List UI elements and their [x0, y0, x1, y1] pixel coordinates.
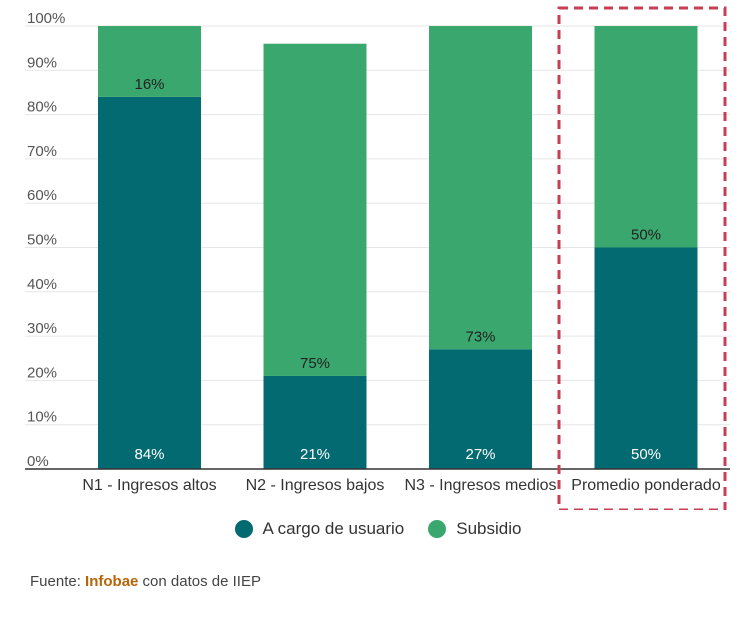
x-category-label: N2 - Ingresos bajos: [246, 477, 385, 494]
y-tick-label: 0%: [27, 453, 49, 470]
bar-segment[interactable]: [263, 375, 367, 469]
x-category-label: N1 - Ingresos altos: [82, 477, 216, 494]
bar-segment[interactable]: [98, 26, 201, 97]
legend-label-subsidio: Subsidio: [456, 519, 522, 538]
y-tick-label: 30%: [27, 320, 57, 337]
data-label: 27%: [465, 446, 495, 463]
source-brand: Infobae: [85, 573, 139, 590]
y-tick-label: 10%: [27, 409, 57, 426]
data-label: 21%: [300, 446, 330, 463]
bar-segment[interactable]: [263, 43, 367, 376]
bar-segment[interactable]: [594, 26, 698, 248]
x-category-label: N3 - Ingresos medios: [404, 477, 556, 494]
legend-marker-subsidio: [428, 520, 447, 538]
data-label: 75%: [300, 355, 330, 372]
y-tick-label: 20%: [27, 364, 57, 381]
data-label: 50%: [631, 446, 661, 463]
source-note: Fuente: Infobae con datos de IIEP: [30, 573, 261, 590]
y-axis-tick-labels: 0% 10% 20% 30% 40% 50% 60% 70% 80% 90% 100%: [27, 10, 65, 470]
bar-segment[interactable]: [429, 349, 532, 469]
legend: A cargo de usuario Subsidio: [0, 519, 756, 539]
y-tick-label: 90%: [27, 54, 57, 71]
data-label: 50%: [631, 227, 661, 244]
bar-segment[interactable]: [429, 26, 532, 350]
x-axis-category-labels: N1 - Ingresos altos N2 - Ingresos bajos N3…: [82, 477, 720, 494]
legend-item-subsidio[interactable]: Subsidio: [428, 519, 521, 539]
stacked-bar-chart: 0% 10% 20% 30% 40% 50% 60% 70% 80% 90% 100% 84% 16%…: [25, 6, 730, 510]
data-label: 84%: [134, 446, 164, 463]
y-tick-label: 100%: [27, 10, 65, 27]
y-tick-label: 50%: [27, 232, 57, 249]
legend-label-usuario: A cargo de usuario: [262, 519, 405, 538]
legend-item-usuario[interactable]: A cargo de usuario: [234, 519, 405, 539]
bars: 84% 16% 21% 75% 27% 73% 50% 50%: [98, 26, 698, 469]
y-tick-label: 80%: [27, 99, 57, 116]
y-tick-label: 40%: [27, 276, 57, 293]
legend-marker-usuario: [234, 520, 253, 538]
data-label: 16%: [134, 76, 164, 93]
source-prefix: Fuente:: [30, 573, 86, 590]
data-label: 73%: [465, 328, 495, 345]
y-tick-label: 70%: [27, 143, 57, 160]
x-category-label: Promedio ponderado: [571, 477, 721, 494]
y-tick-label: 60%: [27, 187, 57, 204]
bar-segment[interactable]: [98, 96, 201, 469]
bar-segment[interactable]: [594, 247, 698, 470]
source-suffix: con datos de IIEP: [138, 573, 261, 590]
highlight-box: [557, 6, 727, 510]
